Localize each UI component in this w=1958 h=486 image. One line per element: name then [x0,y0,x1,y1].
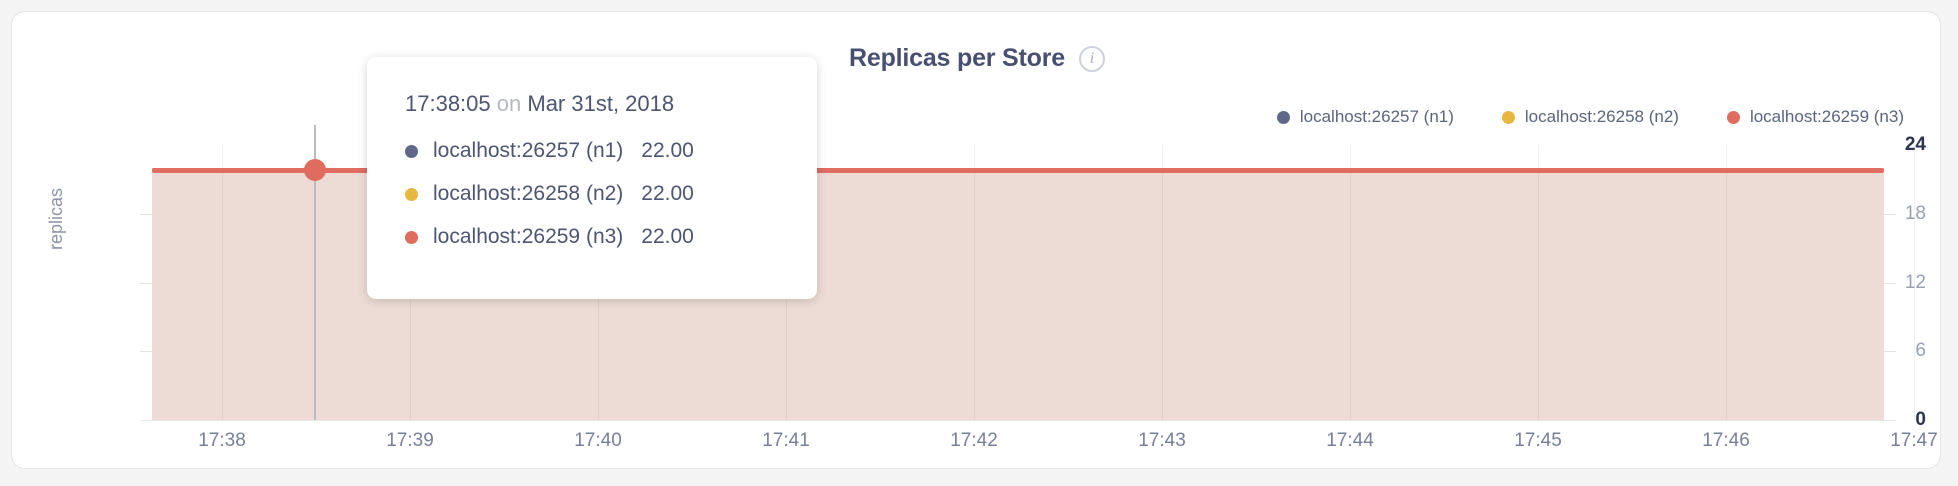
legend-color-dot-n2 [1501,110,1515,124]
vgridline-1742 [974,145,975,420]
vgridline-1744 [1350,145,1351,420]
x-tick-label-1746: 17:46 [1702,430,1750,451]
vgridline-1747 [1914,145,1915,420]
x-tick-label-1745: 17:45 [1514,430,1562,451]
legend-item-n1[interactable]: localhost:26257 (n1) [1276,107,1454,127]
legend-color-dot-n1 [1276,110,1290,124]
legend-item-n2[interactable]: localhost:26258 (n2) [1501,107,1679,127]
vgridline-1738 [222,145,223,420]
gridline-0 [140,420,1896,421]
tooltip-value-n1: 22.00 [641,139,694,162]
tooltip-color-dot-n3 [405,230,418,244]
chart-header: Replicas per Store i [12,44,1942,73]
legend-color-dot-n3 [1726,110,1740,124]
tooltip-row-n3: localhost:26259 (n3) 22.00 [405,225,779,249]
y-tick-label-6: 6 [1915,340,1926,361]
chart-legend: localhost:26257 (n1) localhost:26258 (n2… [1276,107,1904,127]
tooltip-on-word: on [496,91,522,116]
x-tick-label-1747: 17:47 [1890,430,1938,451]
y-axis-title: replicas [46,187,66,250]
series-line-n3 [152,168,1884,173]
legend-item-n3[interactable]: localhost:26259 (n3) [1726,107,1904,127]
hover-crosshair [314,125,316,420]
hover-tooltip: 17:38:05 on Mar 31st, 2018 localhost:262… [367,57,817,299]
x-tick-label-1739: 17:39 [386,430,434,451]
tooltip-value-n3: 22.00 [641,225,694,248]
info-icon[interactable]: i [1078,45,1105,72]
y-tick-label-18: 18 [1904,203,1926,224]
x-tick-label-1741: 17:41 [762,430,810,451]
legend-label-n3: localhost:26259 (n3) [1749,107,1904,126]
legend-label-n2: localhost:26258 (n2) [1524,107,1679,126]
tooltip-label-n1: localhost:26257 (n1) [433,139,624,162]
x-tick-label-1740: 17:40 [574,430,622,451]
tooltip-row-n2: localhost:26258 (n2) 22.00 [405,182,779,206]
tooltip-color-dot-n1 [405,144,418,158]
x-tick-label-1738: 17:38 [198,430,246,451]
x-tick-label-1743: 17:43 [1138,430,1186,451]
tooltip-date: Mar 31st, 2018 [527,91,675,116]
x-tick-label-1744: 17:44 [1326,430,1374,451]
hover-marker-dot[interactable] [304,159,326,181]
tooltip-time: 17:38:05 [405,91,491,116]
y-tick-label-12: 12 [1904,272,1926,293]
legend-label-n1: localhost:26257 (n1) [1299,107,1454,126]
tooltip-label-n3: localhost:26259 (n3) [433,225,624,248]
y-tick-label-0: 0 [1915,409,1926,430]
tooltip-header: 17:38:05 on Mar 31st, 2018 [405,91,779,117]
y-tick-label-24: 24 [1904,134,1926,155]
tooltip-row-n1: localhost:26257 (n1) 22.00 [405,139,779,163]
x-tick-label-1742: 17:42 [950,430,998,451]
tooltip-label-n2: localhost:26258 (n2) [433,182,624,205]
chart-card: Replicas per Store i localhost:26257 (n1… [11,11,1941,469]
page-title: Replicas per Store [849,44,1065,72]
vgridline-1745 [1538,145,1539,420]
vgridline-1746 [1726,145,1727,420]
vgridline-1743 [1162,145,1163,420]
tooltip-color-dot-n2 [405,187,418,201]
tooltip-value-n2: 22.00 [641,182,694,205]
